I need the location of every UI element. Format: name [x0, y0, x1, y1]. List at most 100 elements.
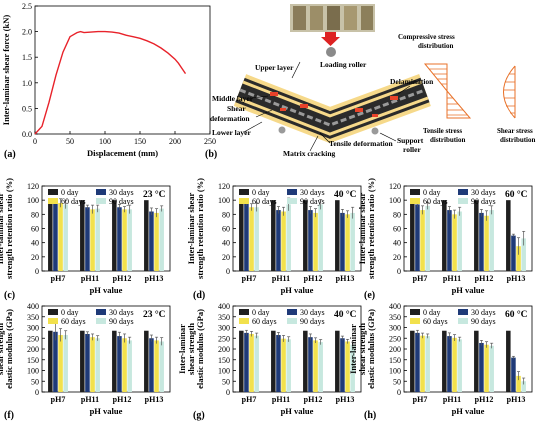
legend-label: 30 days [471, 308, 496, 317]
label-lower-layer: Lower layer [212, 128, 251, 137]
bar [154, 340, 159, 392]
bar [244, 203, 249, 271]
y-tick-label: 20 [222, 253, 230, 262]
category-label: pH13 [336, 395, 355, 404]
bar [420, 210, 425, 271]
bar [447, 210, 452, 271]
legend-label: 0 day [423, 188, 441, 197]
label-tensile-2: distribution [430, 136, 466, 144]
legend-swatch [48, 198, 58, 204]
bar [144, 330, 149, 392]
y-tick-label: 0 [226, 267, 230, 276]
bar [479, 212, 484, 271]
y-tick-label: 2.5 [22, 2, 32, 11]
plot-frame [34, 5, 211, 135]
bar [452, 337, 457, 392]
y-tick-label: 200 [389, 345, 401, 354]
legend-swatch [287, 189, 297, 195]
chart-e: 0 20 40 60 80 100 120 pH7 pH11 pH12 pH13 0 day 30 da… [357, 178, 533, 301]
bar [95, 338, 100, 392]
category-label: pH12 [475, 274, 494, 283]
bar [85, 333, 90, 392]
y-tick-label: 150 [218, 356, 230, 365]
category-label: pH7 [51, 274, 66, 283]
y-axis-label: Inter-laminar shear force (kN) [1, 15, 11, 126]
legend-swatch [48, 318, 58, 324]
bar [58, 203, 63, 271]
shear-stress-diagram [503, 65, 516, 119]
legend-swatch [287, 198, 297, 204]
down-arrow-icon [321, 32, 340, 46]
bar [286, 339, 291, 392]
legend-swatch [410, 309, 420, 315]
bar [350, 344, 355, 392]
temperature-label: 40 °C [334, 189, 357, 200]
bar [511, 357, 516, 392]
bar [271, 200, 276, 271]
category-label: pH13 [336, 274, 355, 283]
temperature-label: 40 °C [334, 309, 357, 320]
bar [159, 208, 164, 271]
x-axis-label: pH value [90, 406, 123, 416]
bar [425, 336, 430, 392]
label-delamination: Delamination [390, 77, 434, 86]
y-axis-label: strength retention ratio (%) [4, 178, 14, 279]
bar [244, 332, 249, 392]
x-tick-label: 0 [33, 137, 37, 146]
chart-d: 0 20 40 60 80 100 120 pH7 pH11 pH12 pH13 0 day 30 da… [186, 178, 362, 301]
bar [484, 215, 489, 271]
panel-label: (a) [4, 149, 16, 160]
category-label: pH11 [81, 395, 99, 404]
temperature-label: 60 °C [505, 309, 528, 320]
bar [313, 340, 318, 392]
category-label: pH11 [272, 395, 290, 404]
bar [48, 330, 53, 392]
legend-label: 60 days [423, 317, 448, 326]
schematic-panel: Loading roller Upper layer Middle layer … [205, 4, 536, 160]
y-axis-label: elastic modulus (GPa) [195, 309, 205, 389]
y-tick-label: 100 [389, 196, 401, 205]
compressive-stress-diagram [423, 63, 472, 119]
category-label: pH11 [272, 274, 290, 283]
y-tick-label: 400 [218, 302, 230, 311]
bar [239, 200, 244, 271]
category-label: pH11 [443, 395, 461, 404]
y-tick-label: 250 [218, 334, 230, 343]
bar [442, 200, 447, 271]
category-label: pH13 [507, 395, 526, 404]
label-tensile-deformation: Tensile deformation [329, 139, 394, 148]
y-tick-label: 40 [393, 239, 401, 248]
y-tick-label: 200 [27, 345, 39, 354]
bar [159, 341, 164, 392]
bar [117, 207, 122, 271]
x-tick-label: 50 [66, 137, 74, 146]
legend-label: 0 day [423, 308, 441, 317]
label-compressive-1: Compressive stress [398, 33, 455, 41]
bar [335, 330, 340, 392]
label-shear-stress-1: Shear stress [497, 127, 533, 135]
category-label: pH12 [475, 395, 494, 404]
legend-label: 90 days [109, 317, 134, 326]
bar [303, 330, 308, 392]
bar [474, 330, 479, 392]
bar [90, 337, 95, 392]
category-label: pH13 [145, 395, 164, 404]
bar [90, 209, 95, 271]
y-tick-label: 20 [393, 253, 401, 262]
x-axis-label: pH value [90, 285, 123, 295]
y-tick-label: 300 [218, 324, 230, 333]
bar [127, 209, 132, 271]
y-tick-label: 0 [226, 388, 230, 397]
bar [516, 375, 521, 392]
y-tick-label: 120 [389, 182, 401, 191]
bar [457, 339, 462, 392]
legend-swatch [410, 318, 420, 324]
bar [154, 212, 159, 271]
legend-swatch [239, 309, 249, 315]
label-middle-layer: Middle layer [212, 94, 254, 103]
bar [276, 335, 281, 392]
bar [63, 204, 68, 271]
x-tick-label: 150 [134, 137, 146, 146]
